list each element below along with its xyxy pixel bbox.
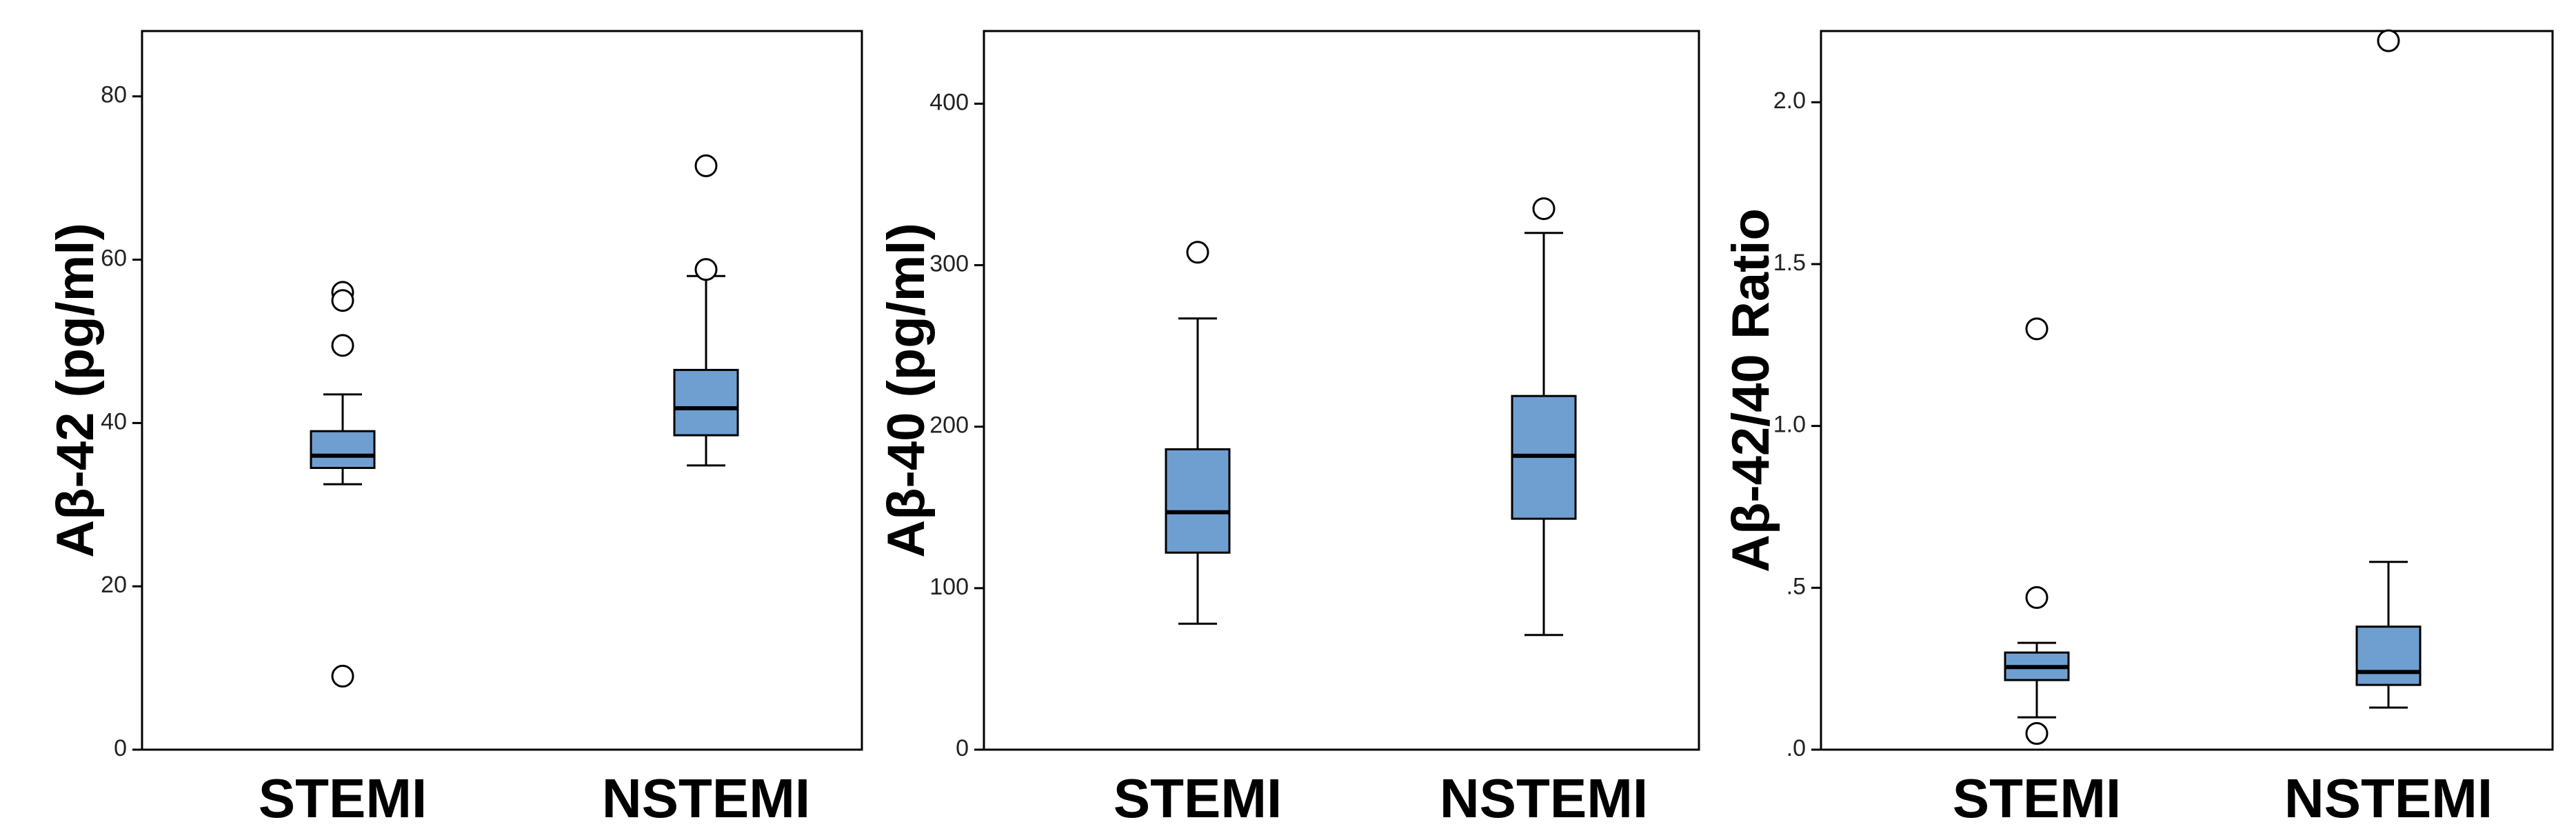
y-tick-label: 60: [101, 246, 127, 272]
x-axis-categories: STEMI NSTEMI: [1114, 768, 1648, 829]
box-series: [2004, 29, 2422, 746]
y-axis-label: Aβ-40 (pg/ml): [877, 223, 936, 558]
x-category-label: NSTEMI: [1440, 768, 1648, 829]
y-tick-label: .5: [1787, 573, 1806, 599]
y-tick-label: 100: [929, 574, 969, 600]
box-stemi: [310, 281, 376, 688]
panel-ratio: Aβ-42/40 Ratio .0 .5 1.0 1.5 2.0 STEMI NSTEMI: [1722, 29, 2554, 829]
y-axis-ticks: 0 20 40 60 80: [101, 82, 142, 761]
y-tick-label: 1.0: [1773, 412, 1806, 438]
y-axis-label: Aβ-42/40 Ratio: [1722, 208, 1780, 572]
x-axis-categories: STEMI NSTEMI: [1953, 768, 2493, 829]
x-category-label: STEMI: [1953, 768, 2121, 829]
x-category-label: NSTEMI: [2284, 768, 2493, 829]
y-tick-label: 40: [101, 408, 127, 434]
y-axis-ticks: 0 100 200 300 400: [929, 89, 984, 761]
interquartile-box: [1165, 448, 1231, 554]
x-category-label: STEMI: [1114, 768, 1282, 829]
y-axis-ticks: .0 .5 1.0 1.5 2.0: [1773, 88, 1821, 761]
y-tick-label: 2.0: [1773, 88, 1806, 114]
outlier-point: [694, 258, 718, 281]
interquartile-box: [2355, 626, 2422, 686]
outlier-point: [694, 154, 718, 177]
x-axis-categories: STEMI NSTEMI: [259, 768, 810, 829]
panel-abeta42: Aβ-42 (pg/ml) 0 20 40 60 80 STEMI NSTEMI: [46, 30, 863, 829]
plot-frame: [141, 30, 863, 751]
box-series: [1165, 197, 1577, 637]
y-tick-label: .0: [1787, 735, 1806, 761]
y-tick-label: 20: [101, 572, 127, 598]
outlier-point: [2025, 722, 2049, 746]
outlier-point: [331, 289, 354, 312]
box-stemi: [2004, 317, 2070, 746]
x-category-label: STEMI: [259, 768, 427, 829]
panel-abeta40: Aβ-40 (pg/ml) 0 100 200 300 400 STEMI NSTEMI: [877, 30, 1700, 829]
outlier-point: [331, 664, 354, 688]
box-nstemi: [2355, 29, 2422, 709]
outlier-point: [2025, 317, 2049, 341]
box-series: [310, 154, 739, 688]
y-tick-label: 400: [929, 89, 969, 115]
y-tick-label: 300: [929, 251, 969, 277]
outlier-point: [2025, 586, 2049, 609]
outlier-point: [1532, 197, 1556, 221]
y-axis-label: Aβ-42 (pg/ml): [46, 223, 105, 558]
plot-frame: [983, 30, 1700, 751]
y-tick-label: 80: [101, 82, 127, 108]
x-category-label: NSTEMI: [602, 768, 810, 829]
y-tick-label: 1.5: [1773, 250, 1806, 276]
box-nstemi: [673, 154, 739, 467]
box-stemi: [1165, 241, 1231, 625]
interquartile-box: [310, 430, 376, 469]
outlier-point: [331, 334, 354, 357]
plot-frame: [1820, 30, 2554, 751]
interquartile-box: [673, 368, 739, 437]
outlier-point: [1186, 241, 1209, 264]
y-tick-label: 0: [114, 735, 127, 761]
y-tick-label: 0: [956, 735, 969, 761]
outlier-point: [2377, 29, 2400, 52]
y-tick-label: 200: [929, 412, 969, 439]
box-nstemi: [1511, 197, 1577, 637]
